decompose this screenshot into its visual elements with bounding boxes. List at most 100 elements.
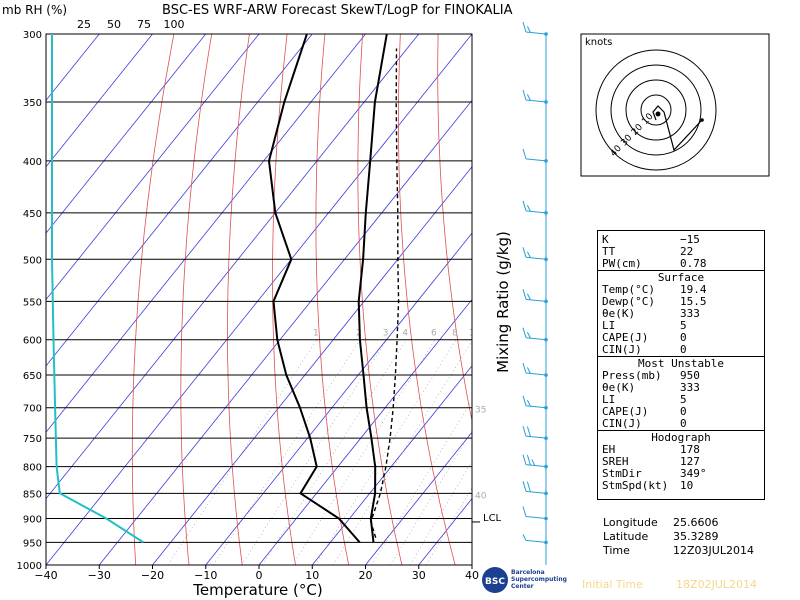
wind-barb [522, 200, 547, 214]
wind-barb-point [544, 257, 548, 262]
dry-adiabat-line [398, 34, 456, 565]
index-row: Dewp(°C) 15.5 [598, 296, 764, 308]
initial-time-value: 18Z02JUL2014 [676, 578, 757, 591]
index-section-title: Surface [598, 270, 764, 284]
pressure-tick-label: 500 [23, 255, 42, 266]
index-value: 349° [680, 467, 707, 480]
rh-tick-label: 100 [164, 18, 185, 31]
isotherm-line [46, 34, 366, 433]
index-value: 333 [680, 381, 700, 394]
mixing-ratio-line [167, 339, 318, 565]
isotherm-line [205, 232, 472, 565]
mixing-ratio-tick-label: 6 [431, 329, 437, 339]
wind-barb [522, 327, 547, 341]
indices-panel: K −15 TT 22 PW(cm) 0.78 Surface Temp(°C) 19.4 Dew… [597, 230, 765, 500]
x-tick-label: 30 [412, 569, 426, 582]
wind-barb [522, 534, 547, 543]
dewpoint-profile-line [267, 34, 361, 544]
index-row: EH 178 [598, 444, 764, 456]
index-row: Temp(°C) 19.4 [598, 284, 764, 296]
index-section-title: Most Unstable [598, 356, 764, 370]
x-tick-label: 40 [465, 569, 479, 582]
index-key: LI [602, 393, 616, 406]
index-row: SREH 127 [598, 456, 764, 468]
longitude-value: 25.6606 [673, 516, 719, 529]
index-value: 5 [680, 393, 687, 406]
index-key: StmDir [602, 467, 642, 480]
wind-barb [522, 395, 547, 409]
wind-barb [522, 148, 547, 162]
hodograph-units: knots [585, 37, 612, 48]
isotherm-line [46, 34, 153, 168]
dry-adiabat-line [778, 34, 800, 565]
hodograph-ring [640, 94, 672, 126]
index-key: K [602, 233, 609, 246]
index-value: 178 [680, 443, 700, 456]
index-row: TT 22 [598, 246, 764, 258]
pressure-tick-label: 750 [23, 434, 42, 445]
time-label: Time [603, 544, 630, 557]
hodograph-storm-marker [655, 111, 661, 117]
index-key: TT [602, 245, 616, 258]
mixing-ratio-tick-label: 10 [469, 329, 481, 339]
x-tick-label: −20 [141, 569, 164, 582]
mixing-ratio-line [332, 340, 472, 565]
svg-text:BSC: BSC [485, 577, 505, 587]
rh-tick-label: 75 [137, 18, 151, 31]
index-key: LI [602, 319, 616, 332]
x-tick-label: 20 [359, 569, 373, 582]
hodograph-end-marker [700, 118, 704, 122]
hodograph-ring [625, 79, 687, 141]
theta-label: 35 [475, 406, 486, 416]
svg-text:Barcelona: Barcelona [511, 569, 545, 576]
index-key: StmSpd(kt) [602, 479, 669, 492]
index-row: CAPE(J) 0 [598, 332, 764, 344]
dry-adiabat-line [272, 34, 296, 565]
parcel-profile-line [370, 48, 400, 538]
bsc-logo: BSC Barcelona Supercomputing Center [482, 567, 567, 593]
dry-adiabat-line [357, 34, 403, 565]
rh-tick-label: 50 [107, 18, 121, 31]
wind-barb [522, 247, 547, 260]
pressure-tick-label: 900 [23, 515, 42, 526]
index-row: θe(K) 333 [598, 382, 764, 394]
svg-text:Supercomputing: Supercomputing [511, 576, 567, 583]
index-value: 0.78 [680, 257, 707, 270]
wind-barb [522, 362, 547, 376]
isotherm-line [46, 34, 260, 301]
pressure-tick-label: 450 [23, 209, 42, 220]
index-key: Temp(°C) [602, 283, 655, 296]
mixing-ratio-line [314, 339, 457, 565]
pressure-tick-label: 350 [23, 98, 42, 109]
index-value: 22 [680, 245, 694, 258]
isotherm-line [365, 431, 472, 565]
pressure-tick-label: 650 [23, 371, 42, 382]
index-row: LI 5 [598, 320, 764, 332]
index-row: LI 5 [598, 394, 764, 406]
dry-adiabat-line [180, 34, 213, 565]
x-axis-label: Temperature (°C) [192, 581, 322, 599]
index-row: K −15 [598, 234, 764, 246]
index-value: 0 [680, 331, 687, 344]
mixing-ratio-tick-label: 25 [542, 329, 553, 339]
index-row: CIN(J) 0 [598, 344, 764, 356]
mixing-ratio-tick-label: 4 [402, 329, 408, 339]
x-tick-label: 0 [256, 569, 263, 582]
pressure-tick-label: 400 [23, 157, 42, 168]
hodograph-ring [610, 64, 702, 156]
pressure-tick-label: 300 [23, 30, 42, 41]
index-value: 127 [680, 455, 700, 468]
mixing-ratio-tick-label: 1 [313, 329, 319, 339]
index-key: CAPE(J) [602, 331, 649, 344]
dry-adiabat-line [315, 34, 350, 565]
pressure-tick-label: 950 [23, 538, 42, 549]
index-key: CAPE(J) [602, 405, 649, 418]
index-value: 15.5 [680, 295, 707, 308]
mixing-ratio-line [262, 339, 407, 565]
mixing-ratio-tick-label: 8 [452, 329, 458, 339]
latitude-label: Latitude [603, 530, 649, 543]
index-value: 10 [680, 479, 694, 492]
index-value: −15 [680, 233, 700, 246]
x-tick-label: −30 [88, 569, 111, 582]
